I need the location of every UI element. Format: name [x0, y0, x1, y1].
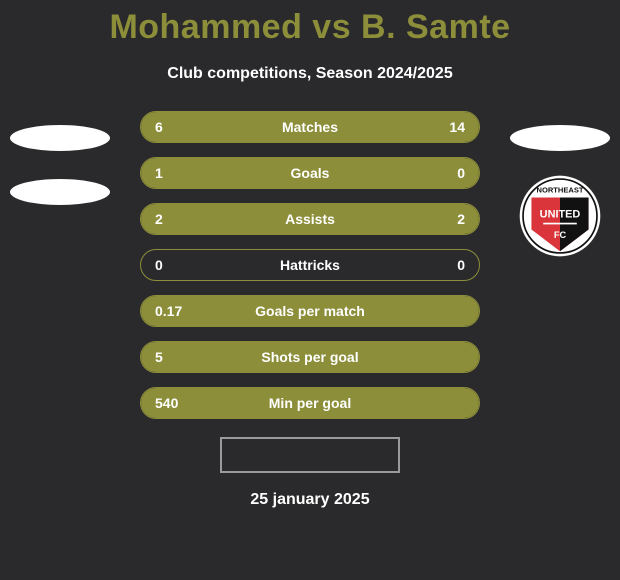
- stat-value-right: 0: [457, 257, 465, 273]
- brand-text: FcTables.com: [273, 447, 372, 464]
- stat-row: 2Assists2: [140, 203, 480, 235]
- stat-label: Shots per goal: [141, 349, 479, 365]
- left-badge-1: [5, 174, 115, 210]
- crest-mid-text: UNITED: [540, 209, 581, 221]
- stat-row: 0.17Goals per match: [140, 295, 480, 327]
- stat-value-right: 0: [457, 165, 465, 181]
- northeast-united-crest-icon: NORTHEAST UNITED FC: [518, 174, 602, 258]
- stat-row: 1Goals0: [140, 157, 480, 189]
- stat-value-right: 2: [457, 211, 465, 227]
- left-badge-0: [5, 120, 115, 156]
- page-subtitle: Club competitions, Season 2024/2025: [0, 65, 620, 83]
- right-badge-0: [505, 120, 615, 156]
- page-title: Mohammed vs B. Samte: [0, 0, 620, 47]
- footer-date: 25 january 2025: [0, 491, 620, 509]
- left-badge-column: [5, 120, 115, 228]
- stat-row: 540Min per goal: [140, 387, 480, 419]
- right-badge-1: NORTHEAST UNITED FC: [505, 174, 615, 258]
- stats-container: 6Matches141Goals02Assists20Hattricks00.1…: [140, 111, 480, 419]
- stat-row: 6Matches14: [140, 111, 480, 143]
- bar-chart-icon: [247, 445, 267, 465]
- stat-label: Hattricks: [141, 257, 479, 273]
- stat-label: Goals per match: [141, 303, 479, 319]
- stat-label: Matches: [141, 119, 479, 135]
- stat-row: 5Shots per goal: [140, 341, 480, 373]
- stat-row: 0Hattricks0: [140, 249, 480, 281]
- crest-bot-text: FC: [554, 230, 567, 240]
- right-badge-column: NORTHEAST UNITED FC: [505, 120, 615, 276]
- stat-value-right: 14: [449, 119, 465, 135]
- oval-placeholder-icon: [10, 125, 110, 151]
- stat-label: Assists: [141, 211, 479, 227]
- oval-placeholder-icon: [510, 125, 610, 151]
- brand-box: FcTables.com: [220, 437, 400, 473]
- stat-label: Goals: [141, 165, 479, 181]
- crest-top-text: NORTHEAST: [537, 185, 584, 194]
- oval-placeholder-icon: [10, 179, 110, 205]
- stat-label: Min per goal: [141, 395, 479, 411]
